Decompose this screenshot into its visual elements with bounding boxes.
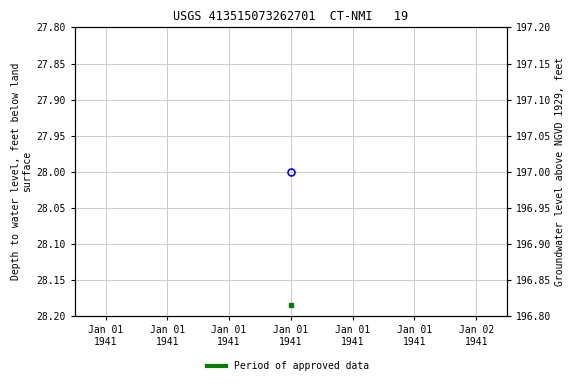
Y-axis label: Depth to water level, feet below land
surface: Depth to water level, feet below land su… [10, 63, 32, 280]
Y-axis label: Groundwater level above NGVD 1929, feet: Groundwater level above NGVD 1929, feet [555, 57, 566, 286]
Legend: Period of approved data: Period of approved data [203, 358, 373, 375]
Title: USGS 413515073262701  CT-NMI   19: USGS 413515073262701 CT-NMI 19 [173, 10, 408, 23]
